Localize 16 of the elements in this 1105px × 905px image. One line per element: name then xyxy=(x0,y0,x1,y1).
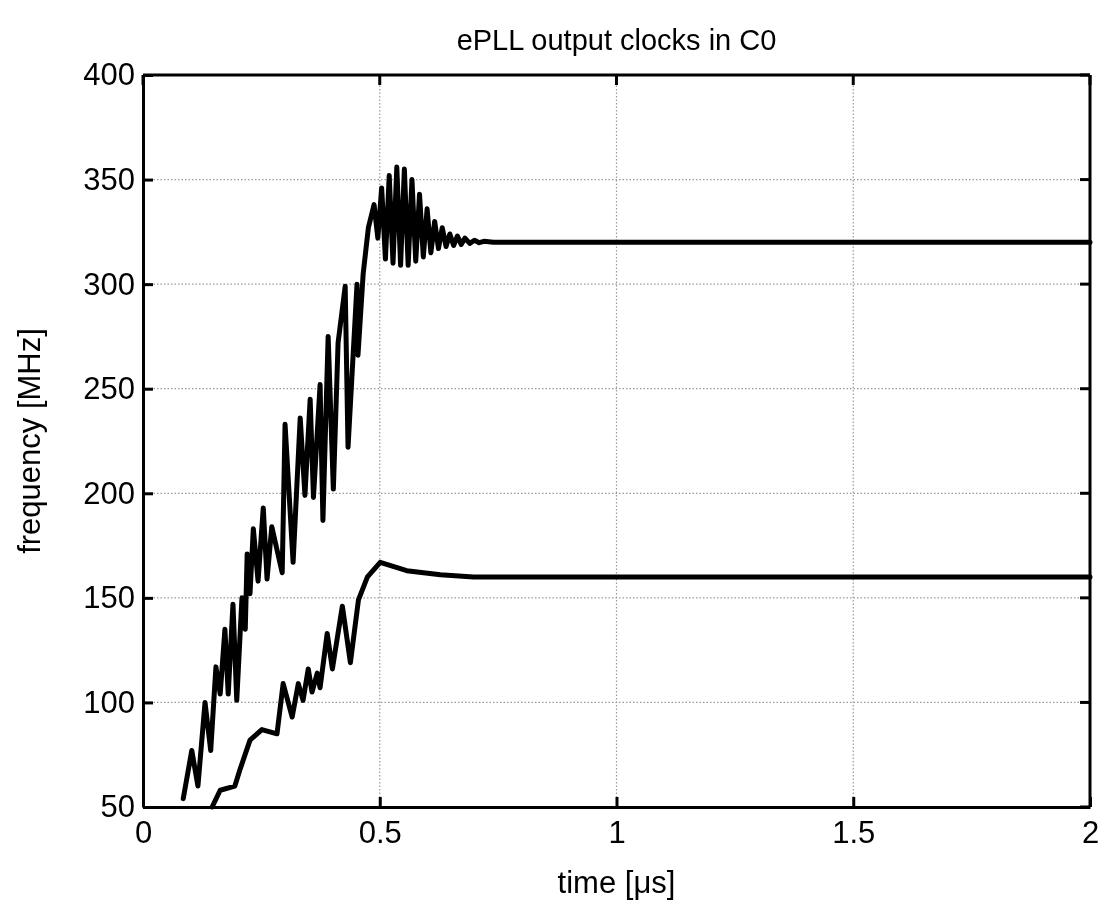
x-tick-label: 0 xyxy=(134,815,153,851)
y-tick-label: 400 xyxy=(83,57,135,93)
y-tick-label: 100 xyxy=(83,684,135,720)
y-axis-title: frequency [MHz] xyxy=(12,328,47,554)
x-tick-label: 0.5 xyxy=(358,815,402,851)
y-tick-label: 50 xyxy=(100,789,135,825)
x-tick-label: 1.5 xyxy=(832,815,876,851)
y-tick-label: 150 xyxy=(83,580,135,616)
y-tick-label: 250 xyxy=(83,371,135,407)
y-tick-label: 300 xyxy=(83,266,135,302)
y-tick-label: 350 xyxy=(83,161,135,197)
y-tick-label: 200 xyxy=(83,475,135,511)
x-tick-label: 2 xyxy=(1081,815,1100,851)
x-axis-title: time [μs] xyxy=(557,865,676,900)
x-tick-label: 1 xyxy=(608,815,626,851)
chart-title: ePLL output clocks in C0 xyxy=(456,24,777,56)
